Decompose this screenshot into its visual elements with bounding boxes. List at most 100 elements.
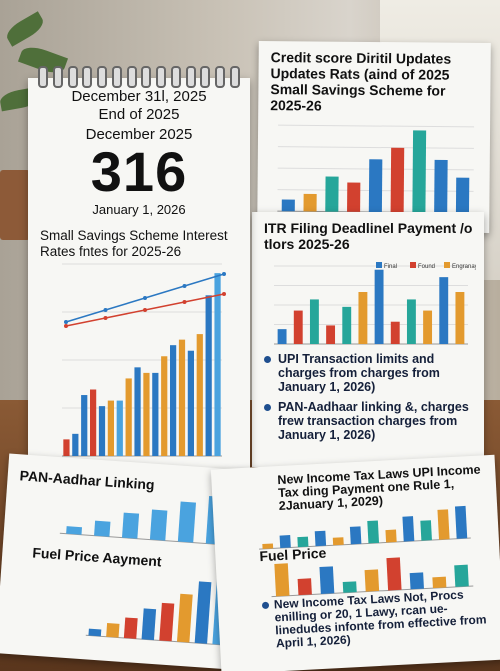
- bar: [402, 516, 415, 542]
- grid-line: [278, 124, 475, 128]
- bar: [454, 564, 469, 587]
- bar: [72, 433, 79, 456]
- poster-bottom-bullets: UPI Transaction limits and charges from …: [264, 352, 474, 448]
- calendar-date-line: January 1, 2026: [92, 202, 186, 217]
- bar: [434, 159, 448, 213]
- bullet-item: UPI Transaction limits and charges from …: [264, 352, 474, 394]
- bar: [187, 350, 194, 456]
- bar: [125, 378, 132, 456]
- ring-icon: [97, 66, 108, 88]
- series-point: [182, 300, 187, 304]
- calendar-big-number: 316: [90, 140, 188, 203]
- bar: [390, 147, 405, 213]
- bar: [106, 623, 120, 638]
- legend-swatch: [376, 262, 382, 268]
- bar: [159, 602, 175, 642]
- bar: [297, 578, 312, 596]
- calendar-chart-title: Small Savings Scheme Interest Rates fnte…: [40, 228, 228, 259]
- bar: [88, 628, 102, 637]
- bar: [63, 439, 70, 456]
- ring-icon: [200, 66, 211, 88]
- bar: [98, 406, 106, 456]
- series-point: [222, 272, 226, 276]
- ring-icon: [156, 66, 167, 88]
- series-point: [103, 308, 108, 312]
- bar: [262, 543, 274, 549]
- x-axis: [259, 537, 471, 550]
- bar: [196, 334, 203, 456]
- bar: [194, 581, 212, 644]
- bar: [303, 193, 317, 212]
- bar: [412, 130, 427, 213]
- bar: [277, 329, 287, 344]
- bar: [432, 576, 447, 589]
- series-point: [182, 284, 187, 288]
- series-point: [103, 316, 108, 320]
- bar: [152, 372, 159, 456]
- bar: [314, 530, 327, 547]
- poster-top: Credit score Diritil Updates Updates Rat…: [257, 40, 491, 234]
- bar: [123, 617, 138, 639]
- bar: [116, 400, 123, 456]
- ring-icon: [229, 66, 240, 88]
- bar: [81, 395, 88, 456]
- bar: [358, 292, 368, 344]
- bar: [274, 563, 290, 597]
- bar: [90, 389, 97, 456]
- bar: [161, 356, 168, 456]
- bar: [107, 400, 114, 456]
- bar: [332, 537, 344, 546]
- x-axis: [59, 532, 228, 546]
- bar: [347, 182, 361, 212]
- bar: [374, 269, 384, 344]
- bar: [149, 509, 168, 541]
- poster-bottom-chart: Final Found Engranay: [274, 262, 476, 345]
- bar: [349, 526, 362, 545]
- bar: [437, 509, 450, 540]
- series-point: [64, 324, 68, 328]
- bar: [439, 277, 449, 344]
- ring-icon: [170, 66, 181, 88]
- poster-top-chart: [277, 124, 475, 214]
- bar: [176, 593, 193, 643]
- ring-icon: [52, 66, 63, 88]
- bar: [386, 557, 402, 591]
- bullet-dot-icon: [261, 601, 270, 610]
- poster-bottom: ITR Filing Deadlinel Payment /o tlors 20…: [252, 212, 484, 467]
- bar: [325, 176, 339, 212]
- bar: [367, 520, 380, 544]
- bar: [134, 367, 141, 456]
- bar: [177, 501, 197, 543]
- sheet-right-chart-top: [259, 505, 471, 550]
- bar: [214, 273, 221, 456]
- calendar-date-line: December 2025: [85, 126, 193, 143]
- bar: [293, 310, 303, 344]
- calendar-date-line: December 31l, 2025: [71, 88, 207, 105]
- bullet-dot-icon: [264, 356, 271, 363]
- bar: [423, 310, 433, 344]
- bar: [66, 526, 83, 535]
- ring-icon: [82, 66, 93, 88]
- plant-pot: [0, 170, 30, 240]
- bar: [281, 199, 295, 212]
- bar: [342, 581, 357, 593]
- bar: [390, 321, 400, 344]
- calendar-date-line: End of 2025: [98, 106, 180, 123]
- legend-label: Engranay: [452, 264, 476, 270]
- legend-label: Found: [418, 264, 435, 270]
- bar: [385, 529, 397, 543]
- bar: [141, 608, 157, 641]
- bar: [342, 306, 352, 344]
- ring-icon: [141, 66, 152, 88]
- bar: [94, 520, 111, 537]
- bar: [455, 292, 465, 344]
- ring-icon: [215, 66, 226, 88]
- sheet-left-chart-top: [59, 495, 228, 546]
- sheet-right-chart-bottom: [271, 557, 474, 598]
- bar: [409, 572, 424, 590]
- sheet-right-bullet: New Income Tax Laws Not, Procs enilling …: [261, 587, 500, 651]
- bar: [279, 535, 291, 549]
- grid-line: [277, 146, 474, 149]
- bar: [406, 299, 416, 344]
